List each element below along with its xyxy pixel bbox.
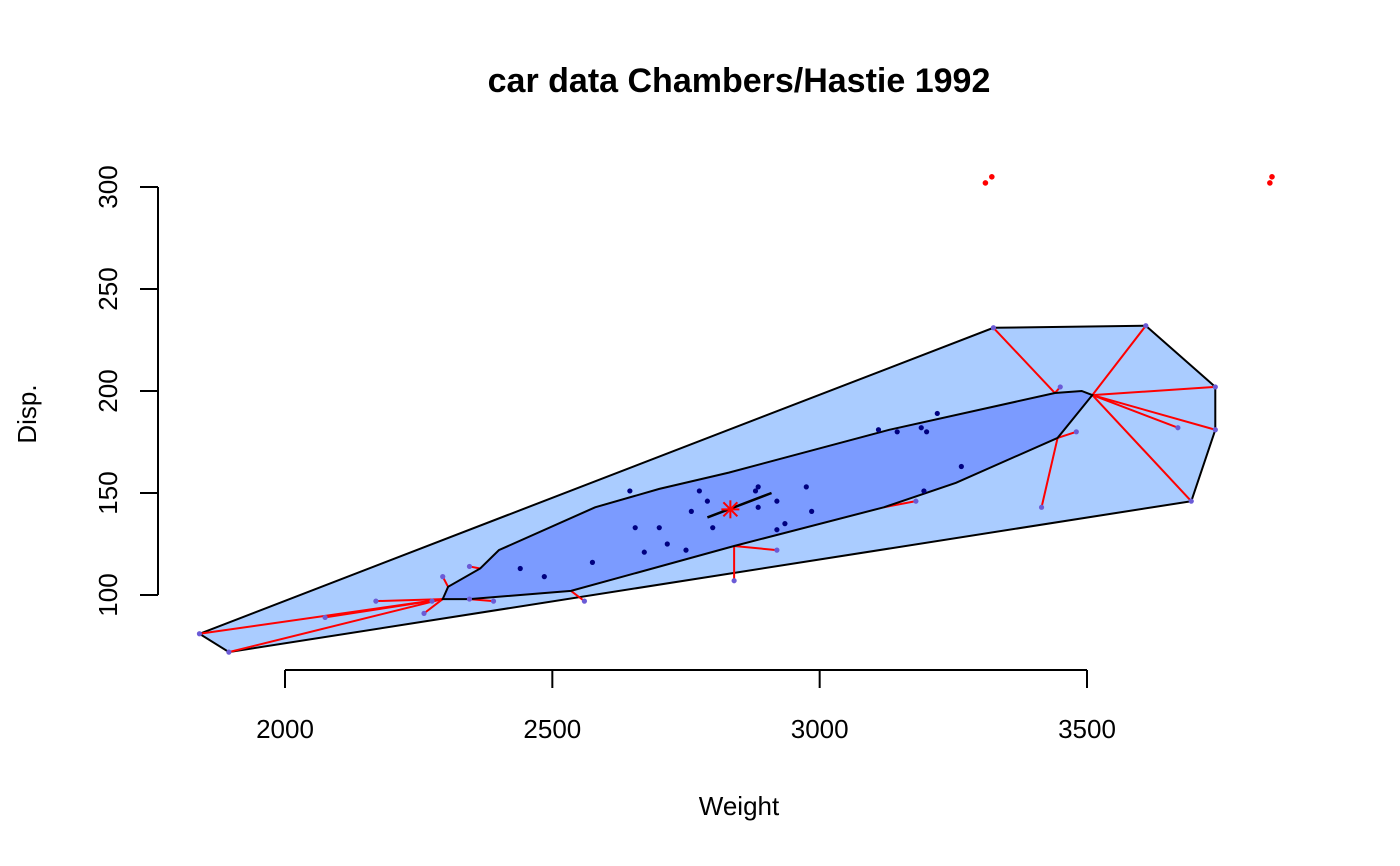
- x-tick-label-0: 2000: [256, 714, 314, 744]
- whisker-line-12: [734, 545, 777, 552]
- chart-title: car data Chambers/Hastie 1992: [488, 62, 991, 100]
- whisker-line-15: [1040, 437, 1059, 508]
- whisker-lines: [199, 325, 1216, 654]
- median-marker: [706, 491, 772, 519]
- whisker-line-18: [1091, 325, 1147, 396]
- y-tick-label-2: 200: [93, 369, 123, 412]
- inner-point-19: [809, 508, 815, 514]
- outlier-point-0: [982, 180, 989, 186]
- x-tick-label-3: 3500: [1058, 714, 1116, 744]
- whisker-line-2: [324, 598, 443, 619]
- median-star-d2: [722, 501, 739, 518]
- whisker-line-19: [1091, 394, 1179, 429]
- inner-point-24: [934, 410, 940, 417]
- outer-point-14: [990, 325, 997, 331]
- inner-points: [517, 410, 964, 580]
- inner-point-12: [752, 488, 759, 494]
- inner-point-16: [774, 498, 780, 504]
- inner-point-5: [656, 525, 662, 531]
- whisker-line-17: [1057, 430, 1077, 439]
- outlier-point-2: [1267, 180, 1273, 186]
- y-tick-label-4: 300: [93, 165, 123, 208]
- outer-point-1: [226, 649, 232, 655]
- inner-point-27: [627, 488, 633, 494]
- y-axis-label: Disp.: [12, 384, 42, 443]
- outer-points: [196, 323, 1218, 655]
- outer-point-5: [429, 598, 435, 604]
- outer-point-10: [581, 598, 588, 604]
- inner-point-8: [688, 508, 694, 514]
- x-axis: 2000 2500 3000 3500: [256, 669, 1116, 744]
- outer-point-0: [196, 631, 203, 637]
- outlier-point-3: [1269, 174, 1275, 180]
- inner-point-3: [632, 525, 638, 531]
- inner-point-25: [921, 488, 927, 494]
- whisker-line-1: [228, 598, 443, 654]
- inner-point-0: [517, 565, 523, 572]
- y-tick-label-1: 150: [93, 471, 123, 514]
- inner-point-21: [894, 429, 900, 435]
- inner-point-14: [755, 504, 761, 510]
- inner-point-23: [924, 429, 930, 435]
- inner-point-2: [589, 559, 596, 565]
- inner-point-15: [774, 527, 780, 533]
- inner-point-17: [782, 521, 788, 527]
- whisker-line-20: [1091, 394, 1192, 502]
- whisker-line-10: [570, 590, 586, 602]
- outer-point-11: [731, 578, 737, 584]
- y-tick-label-0: 100: [93, 573, 123, 616]
- inner-point-4: [641, 549, 647, 555]
- outer-point-18: [1143, 323, 1149, 329]
- inner-point-6: [664, 541, 670, 547]
- x-tick-label-1: 2500: [523, 714, 581, 744]
- inner-point-18: [803, 484, 809, 490]
- outer-point-20: [1188, 498, 1194, 504]
- inner-point-26: [958, 463, 964, 470]
- x-axis-label: Weight: [699, 791, 780, 821]
- outer-point-16: [1057, 384, 1063, 390]
- whisker-line-21: [1092, 385, 1216, 397]
- outlier-points: [982, 174, 1275, 186]
- outer-point-9: [490, 598, 497, 604]
- outer-point-17: [1073, 429, 1079, 435]
- regression-line: [706, 491, 772, 519]
- outer-point-21: [1212, 384, 1218, 390]
- outer-point-4: [421, 610, 427, 616]
- inner-point-20: [875, 427, 882, 433]
- outer-point-3: [373, 598, 379, 604]
- whisker-line-14: [992, 327, 1056, 394]
- outer-point-15: [1038, 504, 1045, 510]
- inner-point-11: [710, 525, 716, 531]
- outer-point-8: [466, 596, 473, 602]
- inner-point-1: [541, 574, 547, 580]
- y-axis: 100 150 200 250 300: [93, 165, 159, 617]
- outer-point-7: [466, 563, 473, 570]
- outer-point-13: [913, 498, 919, 504]
- outer-point-2: [322, 614, 328, 621]
- inner-point-9: [696, 488, 702, 494]
- outer-point-22: [1212, 427, 1218, 433]
- outer-point-6: [440, 574, 446, 580]
- inner-point-10: [704, 498, 710, 504]
- y-tick-label-3: 250: [93, 267, 123, 310]
- whisker-line-4: [423, 598, 444, 615]
- inner-point-7: [683, 547, 689, 553]
- outlier-point-1: [989, 174, 995, 180]
- outer-point-19: [1175, 425, 1181, 431]
- whisker-line-22: [1092, 394, 1216, 431]
- outer-point-12: [774, 547, 780, 553]
- x-tick-label-2: 3000: [791, 714, 849, 744]
- inner-point-22: [918, 425, 924, 431]
- inner-point-13: [755, 484, 761, 490]
